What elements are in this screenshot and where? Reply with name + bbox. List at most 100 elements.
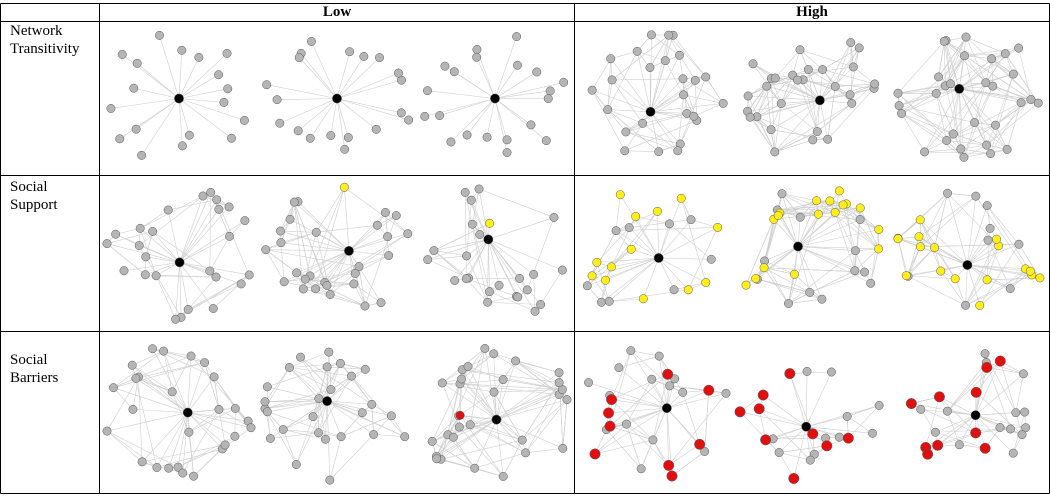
alter-node <box>562 395 572 405</box>
network-edge <box>964 55 987 146</box>
network-edge <box>179 262 250 276</box>
alter-node <box>554 368 564 378</box>
network-edge <box>496 360 516 420</box>
network-edge <box>329 250 350 295</box>
network-edge <box>802 79 818 132</box>
alter-node <box>448 432 458 442</box>
network-edge <box>642 257 659 299</box>
alter-node <box>939 36 949 46</box>
alter-node <box>450 276 460 285</box>
alter-node <box>745 112 755 122</box>
alter-node <box>961 32 971 42</box>
alter-node <box>357 408 367 418</box>
network-edge <box>432 441 475 469</box>
network-edge <box>474 452 526 469</box>
network-edge <box>178 98 245 121</box>
network-edge <box>764 267 795 275</box>
network-edge <box>472 188 480 225</box>
network-edge <box>493 353 497 420</box>
network-edge <box>967 228 991 266</box>
network-edge <box>1000 360 1017 413</box>
network-edge <box>280 230 317 233</box>
network-edge <box>494 71 537 99</box>
alter-node <box>132 58 142 68</box>
network-edge <box>626 423 669 466</box>
network-edge <box>991 58 994 87</box>
alter-node <box>214 404 224 414</box>
network-edge <box>325 401 328 440</box>
network-edge <box>666 408 669 466</box>
alter-node <box>954 440 964 450</box>
alter-node <box>584 378 594 388</box>
alter-node <box>222 48 232 58</box>
network-edge <box>625 131 678 152</box>
network-edge <box>461 353 494 380</box>
network-edge <box>336 79 402 99</box>
alter-node <box>1016 98 1026 108</box>
network-transitivity-high-1 <box>587 30 728 157</box>
network-edge <box>635 216 670 225</box>
alter-node <box>946 79 956 89</box>
alter-node <box>347 371 356 381</box>
network-edge <box>460 383 563 390</box>
alter-node <box>483 297 493 307</box>
network-edge <box>187 412 223 450</box>
network-edge <box>935 431 986 449</box>
network-edge <box>488 239 536 312</box>
network-edge <box>493 391 523 441</box>
alter-node <box>305 133 315 143</box>
network-edge <box>920 193 948 247</box>
network-edge <box>433 239 489 251</box>
alter-node <box>931 88 941 98</box>
ego-node <box>182 407 193 418</box>
alter-node <box>345 47 355 57</box>
network-edge <box>630 350 670 387</box>
alter-node <box>604 296 614 306</box>
edges <box>264 351 406 481</box>
alter-node <box>971 191 981 201</box>
network-edge <box>797 212 836 247</box>
network-edge <box>901 113 965 158</box>
alter-node <box>995 423 1005 432</box>
edges <box>106 192 250 320</box>
network-edge <box>607 51 638 110</box>
alter-node <box>212 195 222 205</box>
network-edge <box>106 412 188 432</box>
network-edge <box>897 41 945 94</box>
network-edge <box>658 219 692 259</box>
network-edge <box>789 373 807 427</box>
network-edge <box>827 88 875 140</box>
support-node <box>773 210 783 220</box>
alter-node <box>611 226 621 236</box>
edges <box>911 353 1026 455</box>
alter-node <box>350 269 360 278</box>
network-edge <box>986 205 1020 245</box>
barrier-node <box>821 440 833 452</box>
network-edge <box>177 412 189 468</box>
alter-node <box>669 285 679 295</box>
alter-node <box>690 75 700 85</box>
network-edge <box>975 360 1001 393</box>
network-edge <box>979 244 1020 306</box>
network-edge <box>440 458 475 469</box>
network-edge <box>182 409 220 474</box>
network-edge <box>806 426 840 438</box>
alter-node <box>850 246 860 256</box>
network-edge <box>967 245 999 266</box>
network-edge <box>650 35 670 112</box>
alter-node <box>292 268 302 278</box>
alter-node <box>140 270 150 280</box>
alter-node <box>354 262 364 272</box>
support-node <box>638 294 648 304</box>
alter-node <box>276 238 286 248</box>
network-edge <box>265 232 317 250</box>
network-edge <box>562 399 568 449</box>
alter-node <box>423 255 433 265</box>
network-edge <box>642 123 678 151</box>
ego-node <box>322 396 332 406</box>
network-barriers-high-1 <box>584 346 731 482</box>
alter-node <box>817 294 827 304</box>
network-edge <box>132 350 164 366</box>
alter-node <box>178 141 187 151</box>
network-support-high-3 <box>893 188 1045 310</box>
